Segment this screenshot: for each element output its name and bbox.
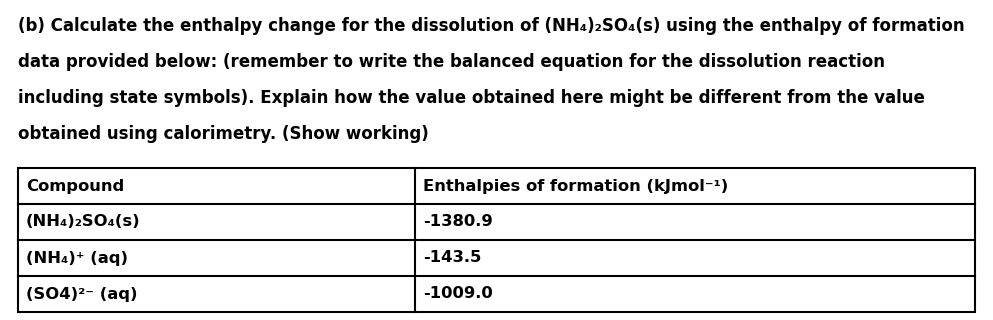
Text: -143.5: -143.5 xyxy=(423,251,482,266)
Text: Enthalpies of formation (kJmol⁻¹): Enthalpies of formation (kJmol⁻¹) xyxy=(423,179,729,194)
Bar xyxy=(18,168,975,312)
Text: (SO4)²⁻ (aq): (SO4)²⁻ (aq) xyxy=(26,286,137,301)
Text: including state symbols). Explain how the value obtained here might be different: including state symbols). Explain how th… xyxy=(18,89,924,107)
Text: (b) Calculate the enthalpy change for the dissolution of (NH₄)₂SO₄(s) using the : (b) Calculate the enthalpy change for th… xyxy=(18,17,964,35)
Text: data provided below: (remember to write the balanced equation for the dissolutio: data provided below: (remember to write … xyxy=(18,53,885,71)
Text: (NH₄)₂SO₄(s): (NH₄)₂SO₄(s) xyxy=(26,214,141,229)
Text: Compound: Compound xyxy=(26,179,124,194)
Text: -1009.0: -1009.0 xyxy=(423,286,493,301)
Text: (NH₄)⁺ (aq): (NH₄)⁺ (aq) xyxy=(26,251,128,266)
Text: obtained using calorimetry. (Show working): obtained using calorimetry. (Show workin… xyxy=(18,125,429,143)
Text: -1380.9: -1380.9 xyxy=(423,214,493,229)
